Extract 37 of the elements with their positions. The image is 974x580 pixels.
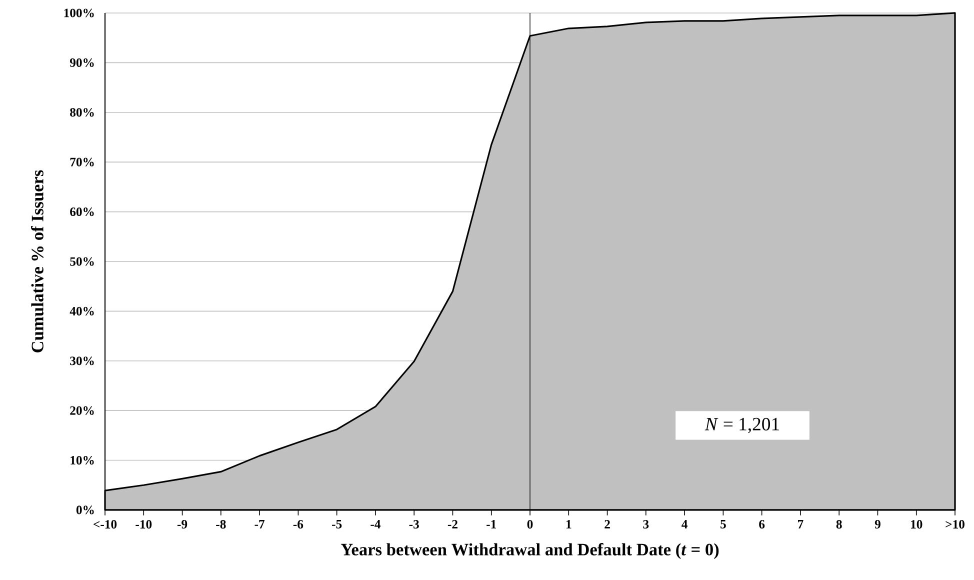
x-tick-label: -8 [216, 520, 226, 529]
y-tick-label: 40% [70, 306, 94, 316]
x-tick-label: 2 [604, 520, 610, 528]
x-tick-label: -6 [293, 520, 304, 529]
x-tick-label: -10 [136, 520, 152, 529]
x-tick-label: -9 [177, 520, 188, 529]
y-tick-label: 0% [76, 506, 94, 514]
x-axis-title: Years between Withdrawal and Default Date (t = 0) [340, 543, 719, 559]
y-tick-label: 30% [70, 356, 94, 366]
y-tick-label: 50% [70, 257, 94, 266]
x-tick-label: 3 [643, 520, 649, 529]
x-tick-label: 1 [566, 520, 572, 528]
x-tick-label: 5 [720, 520, 726, 528]
y-tick-label: 10% [70, 456, 94, 465]
x-tick-label: 10 [911, 520, 922, 529]
x-tick-label: 0 [527, 520, 533, 529]
y-tick-label: 90% [70, 58, 94, 67]
y-axis-title: Cumulative % of Issuers [31, 170, 44, 352]
x-tick-label: 9 [874, 520, 880, 529]
x-tick-label: >10 [946, 520, 964, 529]
y-tick-label: 100% [64, 8, 94, 18]
x-tick-label: -2 [448, 520, 458, 528]
x-tick-label: -5 [332, 520, 342, 528]
x-tick-label: 6 [759, 520, 765, 529]
annotation: N = 1,201 [704, 418, 779, 434]
x-tick-label: 4 [682, 520, 688, 528]
x-tick-label: 8 [836, 520, 842, 529]
x-tick-label: -4 [370, 520, 381, 528]
x-tick-label: -7 [254, 520, 265, 528]
y-tick-label: 20% [70, 406, 94, 415]
y-tick-label: 80% [70, 108, 94, 117]
x-tick-label: 7 [798, 520, 804, 528]
y-tick-label: 70% [70, 158, 94, 166]
x-tick-label: <-10 [94, 520, 117, 529]
y-tick-label: 60% [70, 207, 94, 216]
x-tick-label: -3 [409, 520, 419, 529]
x-tick-label: -1 [486, 520, 496, 528]
